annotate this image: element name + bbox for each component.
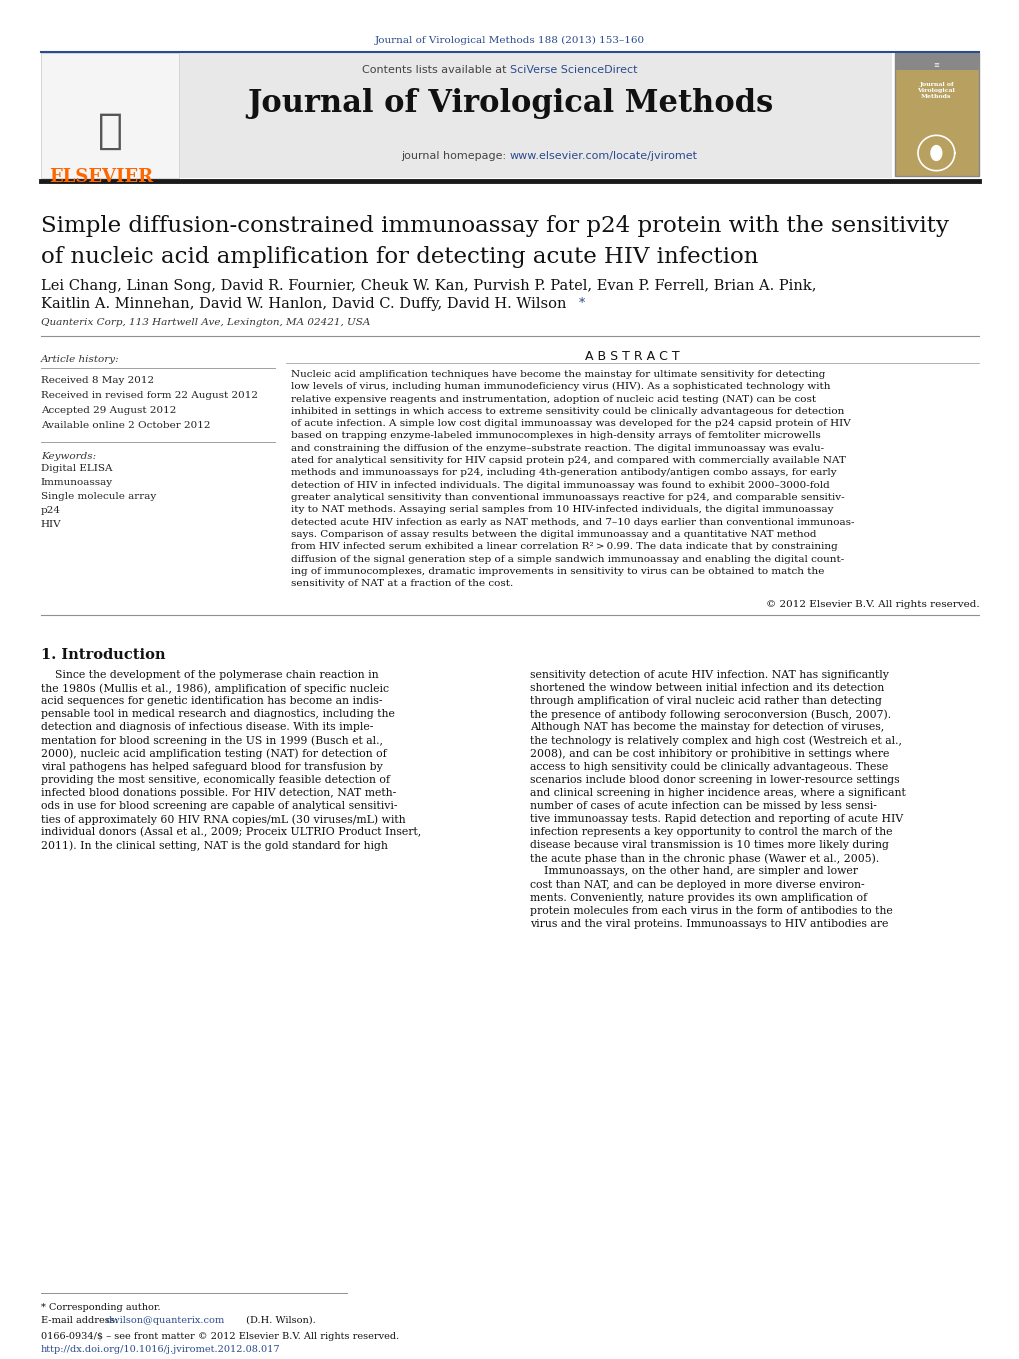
- Text: ments. Conveniently, nature provides its own amplification of: ments. Conveniently, nature provides its…: [530, 893, 867, 902]
- Text: Although NAT has become the mainstay for detection of viruses,: Although NAT has become the mainstay for…: [530, 723, 883, 733]
- Text: the presence of antibody following seroconversion (Busch, 2007).: the presence of antibody following seroc…: [530, 709, 891, 720]
- Text: pensable tool in medical research and diagnostics, including the: pensable tool in medical research and di…: [41, 709, 394, 719]
- Text: protein molecules from each virus in the form of antibodies to the: protein molecules from each virus in the…: [530, 906, 893, 916]
- Text: Kaitlin A. Minnehan, David W. Hanlon, David C. Duffy, David H. Wilson: Kaitlin A. Minnehan, David W. Hanlon, Da…: [41, 298, 566, 311]
- Text: Immunoassays, on the other hand, are simpler and lower: Immunoassays, on the other hand, are sim…: [530, 867, 858, 877]
- Text: inhibited in settings in which access to extreme sensitivity could be clinically: inhibited in settings in which access to…: [290, 406, 844, 416]
- Text: Accepted 29 August 2012: Accepted 29 August 2012: [41, 406, 176, 414]
- Text: 0166-0934/$ – see front matter © 2012 Elsevier B.V. All rights reserved.: 0166-0934/$ – see front matter © 2012 El…: [41, 1332, 398, 1341]
- Text: Since the development of the polymerase chain reaction in: Since the development of the polymerase …: [41, 670, 378, 680]
- Text: Lei Chang, Linan Song, David R. Fournier, Cheuk W. Kan, Purvish P. Patel, Evan P: Lei Chang, Linan Song, David R. Fournier…: [41, 279, 815, 294]
- Text: 🌲: 🌲: [98, 110, 122, 152]
- Text: sensitivity of NAT at a fraction of the cost.: sensitivity of NAT at a fraction of the …: [290, 579, 513, 588]
- Text: Article history:: Article history:: [41, 355, 119, 364]
- Text: http://dx.doi.org/10.1016/j.jviromet.2012.08.017: http://dx.doi.org/10.1016/j.jviromet.201…: [41, 1345, 280, 1354]
- Text: scenarios include blood donor screening in lower-resource settings: scenarios include blood donor screening …: [530, 775, 899, 784]
- Text: A B S T R A C T: A B S T R A C T: [585, 351, 679, 363]
- Text: low levels of virus, including human immunodeficiency virus (HIV). As a sophisti: low levels of virus, including human imm…: [290, 382, 829, 391]
- Text: and clinical screening in higher incidence areas, where a significant: and clinical screening in higher inciden…: [530, 788, 905, 798]
- Text: Single molecule array: Single molecule array: [41, 492, 156, 501]
- Text: mentation for blood screening in the US in 1999 (Busch et al.,: mentation for blood screening in the US …: [41, 735, 382, 746]
- Text: the 1980s (Mullis et al., 1986), amplification of specific nucleic: the 1980s (Mullis et al., 1986), amplifi…: [41, 684, 388, 693]
- Bar: [41, 53, 178, 178]
- Text: SciVerse ScienceDirect: SciVerse ScienceDirect: [510, 65, 637, 75]
- Text: the acute phase than in the chronic phase (Wawer et al., 2005).: the acute phase than in the chronic phas…: [530, 853, 878, 864]
- Text: detected acute HIV infection as early as NAT methods, and 7–10 days earlier than: detected acute HIV infection as early as…: [290, 518, 853, 526]
- Text: number of cases of acute infection can be missed by less sensi-: number of cases of acute infection can b…: [530, 800, 876, 811]
- Text: methods and immunoassays for p24, including 4th-generation antibody/antigen comb: methods and immunoassays for p24, includ…: [290, 469, 836, 477]
- Text: access to high sensitivity could be clinically advantageous. These: access to high sensitivity could be clin…: [530, 761, 888, 772]
- Text: HIV: HIV: [41, 520, 61, 529]
- Text: journal homepage:: journal homepage:: [401, 151, 510, 160]
- Text: Available online 2 October 2012: Available online 2 October 2012: [41, 421, 210, 429]
- Text: disease because viral transmission is 10 times more likely during: disease because viral transmission is 10…: [530, 840, 889, 851]
- Text: viral pathogens has helped safeguard blood for transfusion by: viral pathogens has helped safeguard blo…: [41, 761, 382, 772]
- Text: (D.H. Wilson).: (D.H. Wilson).: [243, 1316, 315, 1325]
- Text: Digital ELISA: Digital ELISA: [41, 463, 112, 473]
- Text: of nucleic acid amplification for detecting acute HIV infection: of nucleic acid amplification for detect…: [41, 246, 757, 268]
- Text: Simple diffusion-constrained immunoassay for p24 protein with the sensitivity: Simple diffusion-constrained immunoassay…: [41, 215, 948, 236]
- Text: sensitivity detection of acute HIV infection. NAT has significantly: sensitivity detection of acute HIV infec…: [530, 670, 889, 680]
- Text: through amplification of viral nucleic acid rather than detecting: through amplification of viral nucleic a…: [530, 696, 881, 707]
- Text: Keywords:: Keywords:: [41, 453, 96, 461]
- Text: Quanterix Corp, 113 Hartwell Ave, Lexington, MA 02421, USA: Quanterix Corp, 113 Hartwell Ave, Lexing…: [41, 318, 370, 328]
- Text: 2000), nucleic acid amplification testing (NAT) for detection of: 2000), nucleic acid amplification testin…: [41, 749, 386, 760]
- Text: 2008), and can be cost inhibitory or prohibitive in settings where: 2008), and can be cost inhibitory or pro…: [530, 749, 889, 760]
- Text: * Corresponding author.: * Corresponding author.: [41, 1303, 160, 1311]
- Text: providing the most sensitive, economically feasible detection of: providing the most sensitive, economical…: [41, 775, 389, 784]
- Text: virus and the viral proteins. Immunoassays to HIV antibodies are: virus and the viral proteins. Immunoassa…: [530, 919, 888, 930]
- Text: Received in revised form 22 August 2012: Received in revised form 22 August 2012: [41, 391, 258, 400]
- Text: from HIV infected serum exhibited a linear correlation R² > 0.99. The data indic: from HIV infected serum exhibited a line…: [290, 542, 837, 552]
- Text: diffusion of the signal generation step of a simple sandwich immunoassay and ena: diffusion of the signal generation step …: [290, 554, 843, 564]
- Text: the technology is relatively complex and high cost (Westreich et al.,: the technology is relatively complex and…: [530, 735, 902, 746]
- Text: ≡: ≡: [932, 63, 938, 68]
- Text: Received 8 May 2012: Received 8 May 2012: [41, 376, 154, 385]
- Text: p24: p24: [41, 506, 61, 515]
- Bar: [894, 53, 978, 71]
- Text: ity to NAT methods. Assaying serial samples from 10 HIV-infected individuals, th: ity to NAT methods. Assaying serial samp…: [290, 506, 833, 514]
- Text: infection represents a key opportunity to control the march of the: infection represents a key opportunity t…: [530, 828, 892, 837]
- Text: detection and diagnosis of infectious disease. With its imple-: detection and diagnosis of infectious di…: [41, 723, 373, 733]
- Text: www.elsevier.com/locate/jviromet: www.elsevier.com/locate/jviromet: [510, 151, 697, 160]
- Text: ods in use for blood screening are capable of analytical sensitivi-: ods in use for blood screening are capab…: [41, 800, 397, 811]
- Text: *: *: [578, 298, 584, 310]
- Text: E-mail address:: E-mail address:: [41, 1316, 121, 1325]
- Text: shortened the window between initial infection and its detection: shortened the window between initial inf…: [530, 684, 883, 693]
- Text: ELSEVIER: ELSEVIER: [49, 169, 153, 186]
- Text: infected blood donations possible. For HIV detection, NAT meth-: infected blood donations possible. For H…: [41, 788, 395, 798]
- Text: acid sequences for genetic identification has become an indis-: acid sequences for genetic identificatio…: [41, 696, 382, 707]
- Text: ated for analytical sensitivity for HIV capsid protein p24, and compared with co: ated for analytical sensitivity for HIV …: [290, 457, 845, 465]
- Text: individual donors (Assal et al., 2009; Proceix ULTRIO Product Insert,: individual donors (Assal et al., 2009; P…: [41, 828, 421, 837]
- Text: and constraining the diffusion of the enzyme–substrate reaction. The digital imm: and constraining the diffusion of the en…: [290, 444, 823, 453]
- Text: Nucleic acid amplification techniques have become the mainstay for ultimate sens: Nucleic acid amplification techniques ha…: [290, 370, 824, 379]
- Circle shape: [929, 145, 942, 162]
- Bar: [894, 53, 978, 177]
- Text: says. Comparison of assay results between the digital immunoassay and a quantita: says. Comparison of assay results betwee…: [290, 530, 815, 540]
- Text: Contents lists available at: Contents lists available at: [362, 65, 510, 75]
- Text: 1. Introduction: 1. Introduction: [41, 648, 165, 662]
- Bar: [41, 53, 892, 178]
- Text: relative expensive reagents and instrumentation, adoption of nucleic acid testin: relative expensive reagents and instrume…: [290, 394, 815, 404]
- Text: Journal of Virological Methods 188 (2013) 153–160: Journal of Virological Methods 188 (2013…: [375, 35, 644, 45]
- Text: cost than NAT, and can be deployed in more diverse environ-: cost than NAT, and can be deployed in mo…: [530, 879, 864, 890]
- Text: based on trapping enzyme-labeled immunocomplexes in high-density arrays of femto: based on trapping enzyme-labeled immunoc…: [290, 432, 819, 440]
- Text: © 2012 Elsevier B.V. All rights reserved.: © 2012 Elsevier B.V. All rights reserved…: [765, 601, 978, 609]
- Text: greater analytical sensitivity than conventional immunoassays reactive for p24, : greater analytical sensitivity than conv…: [290, 493, 844, 501]
- Text: dwilson@quanterix.com: dwilson@quanterix.com: [105, 1316, 224, 1325]
- Text: detection of HIV in infected individuals. The digital immunoassay was found to e: detection of HIV in infected individuals…: [290, 481, 828, 489]
- Text: ing of immunocomplexes, dramatic improvements in sensitivity to virus can be obt: ing of immunocomplexes, dramatic improve…: [290, 567, 823, 576]
- Text: tive immunoassay tests. Rapid detection and reporting of acute HIV: tive immunoassay tests. Rapid detection …: [530, 814, 903, 824]
- Text: of acute infection. A simple low cost digital immunoassay was developed for the : of acute infection. A simple low cost di…: [290, 419, 850, 428]
- Text: ties of approximately 60 HIV RNA copies/mL (30 viruses/mL) with: ties of approximately 60 HIV RNA copies/…: [41, 814, 405, 825]
- Text: Journal of
Virological
Methods: Journal of Virological Methods: [916, 82, 955, 99]
- Text: 2011). In the clinical setting, NAT is the gold standard for high: 2011). In the clinical setting, NAT is t…: [41, 840, 387, 851]
- Text: Journal of Virological Methods: Journal of Virological Methods: [247, 88, 772, 120]
- Text: Immunoassay: Immunoassay: [41, 478, 113, 487]
